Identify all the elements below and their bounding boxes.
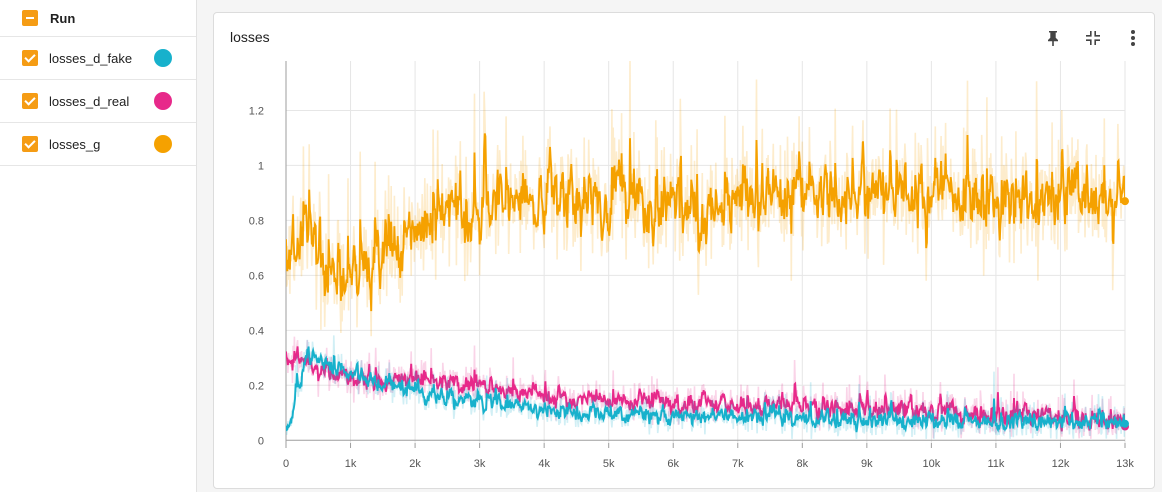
y-tick-label: 0.6 [249, 270, 264, 282]
pin-button[interactable] [1042, 27, 1064, 49]
series-checkbox[interactable] [22, 136, 38, 152]
x-tick-label: 8k [796, 458, 808, 470]
runs-sidebar: Run losses_d_fake losses_d_real losses_g [0, 0, 197, 492]
more-vert-icon [1131, 30, 1135, 46]
series-row-losses-g[interactable]: losses_g [0, 123, 196, 166]
y-tick-label: 0.4 [249, 325, 264, 337]
series-raw-line [286, 61, 1125, 337]
x-tick-label: 9k [861, 458, 873, 470]
run-header-label: Run [50, 10, 76, 26]
chart-card: losses 0 0.2 0.4 0.6 0.8 1 1.2 0 1k 2k 3k 4k 5k 6k 7k 8… [213, 12, 1155, 489]
x-tick-label: 1k [345, 458, 357, 470]
x-tick-label: 13k [1116, 458, 1134, 470]
x-tick-label: 10k [923, 458, 941, 470]
series-row-losses-d-real[interactable]: losses_d_real [0, 80, 196, 123]
series-label: losses_d_real [49, 93, 130, 109]
series-line [286, 133, 1125, 312]
series-checkbox[interactable] [22, 93, 38, 109]
select-all-checkbox[interactable] [22, 10, 38, 26]
y-tick-label: 0 [258, 435, 264, 447]
color-swatch[interactable] [154, 135, 172, 153]
x-tick-label: 4k [538, 458, 550, 470]
x-tick-label: 6k [667, 458, 679, 470]
y-tick-label: 1 [258, 160, 264, 172]
run-header[interactable]: Run [0, 0, 196, 37]
x-tick-label: 3k [474, 458, 486, 470]
color-swatch[interactable] [154, 92, 172, 110]
series-end-point [1121, 419, 1129, 428]
color-swatch[interactable] [154, 49, 172, 67]
x-tick-label: 7k [732, 458, 744, 470]
series-end-point [1121, 197, 1129, 206]
x-tick-label: 0 [283, 458, 289, 470]
series-checkbox[interactable] [22, 50, 38, 66]
y-tick-label: 0.2 [249, 380, 264, 392]
y-tick-label: 0.8 [249, 215, 264, 227]
x-tick-label: 5k [603, 458, 615, 470]
pin-icon [1048, 31, 1058, 46]
series-label: losses_d_fake [49, 50, 133, 66]
more-options-button[interactable] [1122, 27, 1144, 49]
x-tick-label: 12k [1052, 458, 1070, 470]
series-row-losses-d-fake[interactable]: losses_d_fake [0, 37, 196, 80]
series-line [286, 346, 1125, 433]
y-tick-label: 1.2 [249, 105, 264, 117]
x-tick-label: 2k [409, 458, 421, 470]
series-label: losses_g [49, 136, 101, 152]
x-tick-label: 11k [987, 458, 1004, 470]
chart-title: losses [230, 29, 270, 45]
loss-chart[interactable]: 0 0.2 0.4 0.6 0.8 1 1.2 0 1k 2k 3k 4k 5k 6k 7k 8k 9k 10k 1… [214, 13, 1154, 488]
